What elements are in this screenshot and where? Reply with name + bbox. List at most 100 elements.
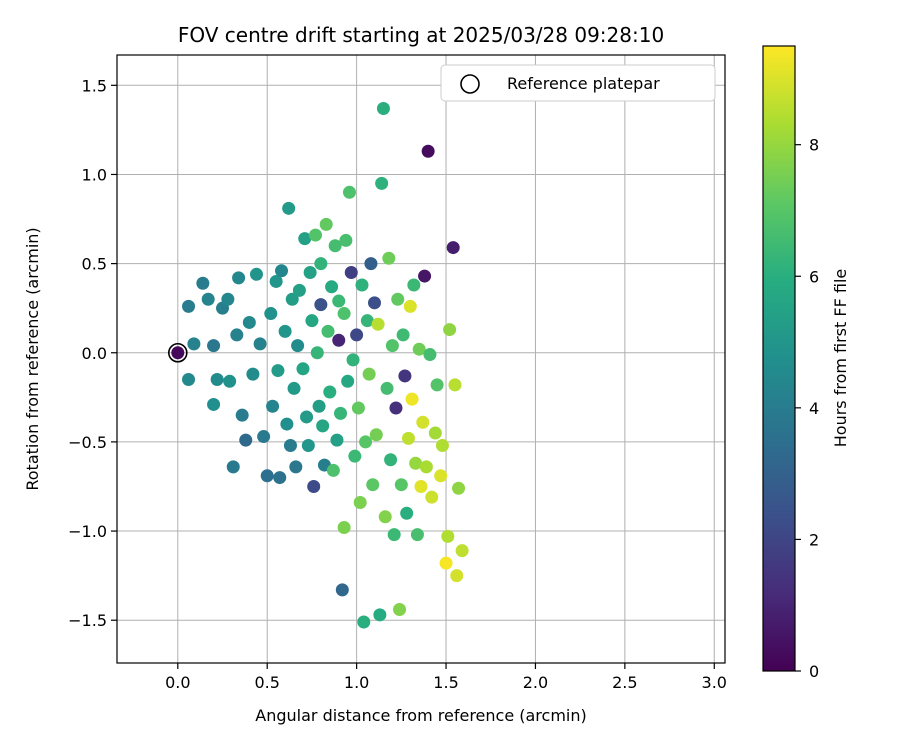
data-point (342, 185, 356, 199)
data-point (328, 239, 342, 253)
data-point (389, 401, 403, 415)
data-point (325, 280, 339, 294)
data-point (271, 364, 285, 378)
data-point (291, 339, 305, 353)
data-point (326, 463, 340, 477)
data-point (285, 292, 299, 306)
y-axis-label: Rotation from reference (arcmin) (23, 227, 42, 490)
data-point (182, 373, 196, 387)
y-tick-label: 1.5 (82, 76, 107, 95)
y-tick-label: 1.0 (82, 165, 107, 184)
data-point (373, 608, 387, 622)
scatter-points (171, 101, 469, 629)
data-point (350, 328, 364, 342)
colorbar-label: Hours from first FF file (831, 269, 850, 448)
data-point (380, 381, 394, 395)
data-point (321, 324, 335, 338)
y-tick-label: 0.0 (82, 344, 107, 363)
y-tick-label: −1.0 (68, 522, 107, 541)
data-point (341, 374, 355, 388)
data-point (316, 419, 330, 433)
data-point (418, 269, 432, 283)
data-point (266, 399, 280, 413)
data-point (369, 428, 383, 442)
data-point (441, 529, 455, 543)
data-point (385, 339, 399, 353)
data-point (289, 460, 303, 474)
data-point (394, 478, 408, 492)
data-point (323, 385, 337, 399)
data-point (310, 346, 324, 360)
data-point (330, 433, 344, 447)
data-point (359, 435, 373, 449)
x-tick-label: 0.5 (254, 673, 279, 692)
data-point (419, 460, 433, 474)
data-point (435, 438, 449, 452)
data-point (357, 615, 371, 629)
data-point (332, 294, 346, 308)
data-point (362, 367, 376, 381)
data-point (366, 478, 380, 492)
data-point (196, 276, 210, 290)
data-point (396, 328, 410, 342)
data-point (242, 315, 256, 329)
data-point (364, 257, 378, 271)
data-point (421, 144, 435, 158)
data-point (398, 369, 412, 383)
plot-area (116, 54, 726, 664)
data-point (446, 241, 460, 255)
colorbar: 0 2 4 6 8 Hours from first FF file (762, 45, 850, 681)
data-point (360, 314, 374, 328)
data-point (450, 569, 464, 583)
data-point (434, 469, 448, 483)
data-point (375, 176, 389, 190)
data-point (273, 471, 287, 485)
colorbar-tick-label: 8 (809, 136, 819, 155)
colorbar-tick-label: 0 (809, 662, 819, 681)
data-point (282, 201, 296, 215)
data-point (403, 299, 417, 313)
data-point (334, 406, 348, 420)
data-point (280, 417, 294, 431)
x-tick-label: 2.0 (523, 673, 548, 692)
data-point (305, 314, 319, 328)
data-point (412, 342, 426, 356)
data-point (278, 324, 292, 338)
data-point (405, 392, 419, 406)
data-point (253, 337, 267, 351)
legend-marker-icon (460, 74, 480, 94)
data-point (439, 556, 453, 570)
data-point (292, 283, 306, 297)
data-point (269, 274, 283, 288)
data-point (401, 431, 415, 445)
data-point (414, 479, 428, 493)
colorbar-tick-label: 4 (809, 399, 819, 418)
data-point (319, 217, 333, 231)
data-point (346, 353, 360, 367)
data-point (232, 271, 246, 285)
data-point (230, 328, 244, 342)
data-point (182, 299, 196, 313)
data-point (428, 426, 442, 440)
x-tick-label: 0.0 (165, 673, 190, 692)
data-point (249, 267, 263, 281)
data-point (382, 251, 396, 265)
data-point (207, 339, 221, 353)
legend-entry-reference: Reference platepar (507, 74, 660, 93)
data-point (226, 460, 240, 474)
data-point (378, 510, 392, 524)
plot-frame (116, 54, 726, 664)
x-axis-ticks: 0.0 0.5 1.0 1.5 2.0 2.5 3.0 (165, 663, 727, 692)
data-point (332, 333, 346, 347)
plot-background (117, 55, 725, 663)
data-point (455, 544, 469, 558)
y-tick-label: −1.5 (68, 611, 107, 630)
y-tick-label: 0.5 (82, 255, 107, 274)
data-point (425, 490, 439, 504)
data-point (335, 583, 349, 597)
data-point (312, 399, 326, 413)
data-point (387, 528, 401, 542)
data-point (351, 401, 365, 415)
colorbar-ticks: 0 2 4 6 8 (795, 136, 819, 681)
